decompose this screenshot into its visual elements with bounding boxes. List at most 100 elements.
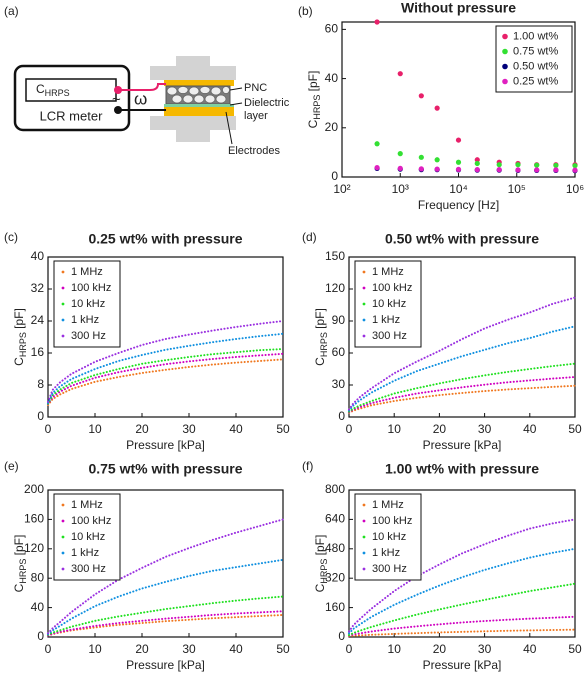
point xyxy=(434,166,440,172)
legend-label: 10 kHz xyxy=(71,531,105,543)
series-line xyxy=(47,518,284,635)
legend-label: 1.00 wt% xyxy=(513,30,558,42)
legend-label: 10 kHz xyxy=(372,531,406,543)
x-tick-label: 0 xyxy=(346,642,353,656)
point xyxy=(397,71,403,77)
point xyxy=(515,167,521,173)
legend-marker xyxy=(502,33,508,40)
panel-label: (a) xyxy=(4,4,19,18)
x-tick-label: 10³ xyxy=(392,182,409,196)
legend-marker xyxy=(362,567,366,571)
y-tick-label: 80 xyxy=(31,570,45,584)
x-tick-label: 40 xyxy=(229,422,243,436)
point xyxy=(374,165,380,171)
panel-label: (b) xyxy=(298,4,313,18)
meter-quantity: CHRPS xyxy=(36,82,70,98)
x-tick-label: 30 xyxy=(182,642,196,656)
y-axis-label: CHRPS [pF] xyxy=(313,308,329,366)
series-line xyxy=(47,358,284,406)
legend-marker xyxy=(61,318,65,322)
legend-marker xyxy=(362,270,366,274)
y-tick-label: 120 xyxy=(24,541,44,555)
series-line xyxy=(47,610,284,637)
legend-label: 1 MHz xyxy=(71,499,103,511)
x-tick-label: 30 xyxy=(182,422,196,436)
legend-label: 0.50 wt% xyxy=(513,60,558,72)
clamp xyxy=(150,66,236,80)
point xyxy=(455,159,462,165)
chart-panel: (b) Without pressure 10² 10³ 10⁴ 10⁵ 10⁶ 0 20 40 6… xyxy=(298,0,584,212)
chart-panel: (f) 1.00 wt% with pressure 0 10 20 30 40 50 0 160… xyxy=(302,459,582,672)
legend-label: 0.25 wt% xyxy=(513,75,558,87)
y-label-part: HRPS xyxy=(18,332,28,357)
y-tick-label: 480 xyxy=(325,541,345,555)
series-line xyxy=(348,518,576,633)
x-tick-label: 20 xyxy=(433,642,447,656)
y-label-part: [pF] xyxy=(313,308,327,332)
legend-marker xyxy=(362,519,366,523)
legend-marker xyxy=(362,535,366,539)
y-tick-label: 20 xyxy=(325,120,339,134)
y-tick-label: 320 xyxy=(325,570,345,584)
legend-marker xyxy=(502,48,508,55)
y-label-part: C xyxy=(12,357,26,366)
x-tick-label: 10⁴ xyxy=(449,182,468,196)
plot-frame xyxy=(47,489,284,638)
point xyxy=(397,151,403,157)
series-line xyxy=(348,325,576,412)
y-label-part: [pF] xyxy=(12,308,26,332)
legend-label: 1 MHz xyxy=(372,266,404,278)
legend-label: 1 kHz xyxy=(71,314,99,326)
point xyxy=(515,162,521,168)
point xyxy=(418,93,424,99)
point xyxy=(374,141,380,147)
legend-marker xyxy=(61,334,65,338)
chart-title: 0.50 wt% with pressure xyxy=(385,231,539,247)
y-tick-label: 40 xyxy=(31,600,45,614)
point xyxy=(496,162,502,168)
series-line xyxy=(348,615,576,637)
electrodes-label: Electrodes xyxy=(228,145,280,157)
series-line xyxy=(47,332,284,404)
legend-label: 300 Hz xyxy=(372,563,407,575)
frequency-symbol: ω xyxy=(134,89,147,108)
x-tick-label: 50 xyxy=(276,422,290,436)
legend-label: 1 kHz xyxy=(372,547,400,559)
legend-marker xyxy=(61,302,65,306)
legend-marker xyxy=(61,519,65,523)
x-tick-label: 40 xyxy=(523,642,537,656)
x-tick-label: 10⁵ xyxy=(508,182,526,196)
diagram: (a) CHRPS LCR meter ~ ω PNC Dielectric l… xyxy=(4,4,290,157)
point xyxy=(434,157,440,163)
chart-title: 1.00 wt% with pressure xyxy=(385,461,539,477)
x-axis-label: Pressure [kPa] xyxy=(126,658,205,672)
x-tick-label: 50 xyxy=(568,642,582,656)
legend-marker xyxy=(61,535,65,539)
point xyxy=(374,19,380,25)
y-tick-label: 640 xyxy=(325,512,345,526)
x-tick-label: 20 xyxy=(135,422,149,436)
legend-marker xyxy=(61,270,65,274)
y-tick-label: 90 xyxy=(332,313,346,327)
legend-marker xyxy=(362,551,366,555)
legend-marker xyxy=(502,63,508,70)
legend-marker xyxy=(502,78,508,85)
x-tick-label: 0 xyxy=(346,422,353,436)
legend-label: 100 kHz xyxy=(372,515,412,527)
point xyxy=(474,167,480,173)
c: C xyxy=(36,82,45,96)
panel-label: (d) xyxy=(302,230,317,244)
series-line xyxy=(348,296,576,411)
panel-label: (f) xyxy=(302,459,313,473)
y-tick-label: 8 xyxy=(37,377,44,391)
chart-panel: (d) 0.50 wt% with pressure 0 10 20 30 40 50 0 30 6… xyxy=(302,230,582,452)
series-line xyxy=(47,613,284,637)
leader xyxy=(229,102,243,106)
y-tick-label: 0 xyxy=(338,629,345,643)
y-tick-label: 0 xyxy=(37,409,44,423)
legend-label: 10 kHz xyxy=(71,298,105,310)
chart-title: Without pressure xyxy=(401,0,516,16)
series-line xyxy=(348,376,576,414)
lcr-box xyxy=(13,64,131,132)
